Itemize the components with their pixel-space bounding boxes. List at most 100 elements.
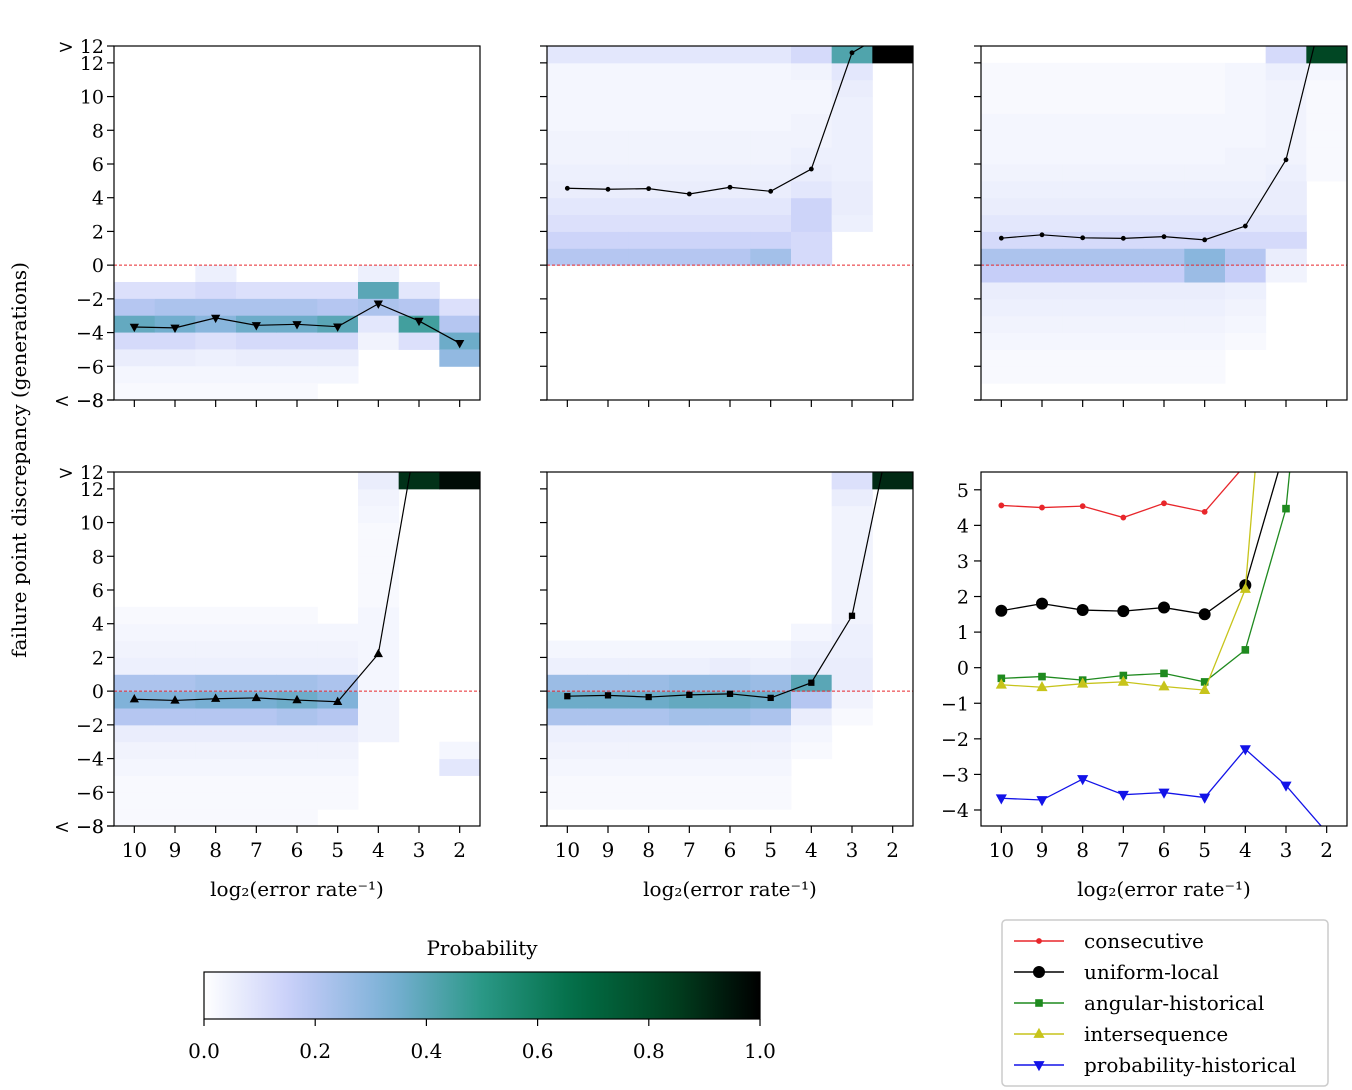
heatmap-cell: [587, 130, 629, 148]
colorbar-ticks: 0.0 0.2 0.4 0.6 0.8 1.0: [188, 1019, 776, 1063]
mean-marker: [129, 694, 139, 703]
heatmap-cell: [1143, 180, 1185, 199]
x-tick-label: 10: [122, 838, 147, 862]
heatmap-cell: [1225, 332, 1267, 350]
heatmap-cell: [439, 758, 481, 776]
y-tick-label: −6: [76, 782, 104, 804]
heatmap-cell: [709, 231, 751, 249]
heatmap-cell: [547, 741, 589, 760]
heatmap-cell: [1103, 349, 1145, 367]
x-tick-label: 5: [764, 838, 777, 862]
heatmap-cell: [872, 46, 914, 64]
heatmap-cell: [154, 282, 196, 300]
heatmap-cell: [1143, 282, 1185, 300]
heatmap-cell: [709, 775, 751, 793]
heatmap-cell: [154, 332, 196, 350]
mean-marker: [564, 185, 570, 191]
heatmap-cell: [195, 724, 237, 743]
x-tick-label: 8: [1076, 838, 1089, 862]
heatmap-cell: [358, 657, 400, 675]
heatmap-cell: [1021, 315, 1063, 334]
heatmap-cells: [114, 472, 481, 827]
heatmap-cell: [1143, 349, 1185, 367]
heatmap-cell: [750, 231, 792, 249]
heatmap-cell: [1184, 79, 1226, 98]
heatmap-cell: [628, 248, 670, 266]
heatmap-cell: [236, 298, 278, 317]
series-marker: [1077, 677, 1089, 688]
heatmap-cell: [1265, 248, 1307, 266]
mean-marker: [1080, 235, 1086, 241]
heatmap-cell: [750, 640, 792, 658]
heatmap-cell: [981, 265, 1023, 283]
heatmap-cell: [750, 130, 792, 148]
heatmap-cell: [981, 79, 1023, 98]
heatmap-cell: [831, 674, 873, 692]
heatmap-cell: [236, 640, 278, 658]
heatmap-cell: [750, 792, 792, 810]
heatmap-cell: [1062, 96, 1104, 114]
mean-marker: [292, 694, 302, 704]
heatmap-cell: [154, 657, 196, 675]
heatmap-cell: [114, 708, 156, 726]
heatmap-cell: [154, 623, 196, 642]
heatmap-cell: [317, 775, 359, 793]
y-tick-label: 12: [80, 53, 104, 75]
heatmap-cell: [114, 792, 156, 810]
mean-marker: [1039, 232, 1045, 238]
heatmap-cell: [195, 265, 237, 283]
heatmap-cell: [587, 248, 629, 266]
x-tick-label: 3: [413, 838, 426, 862]
heatmap-cell: [831, 79, 873, 98]
heatmap-cell: [317, 758, 359, 776]
heatmap-cell: [1265, 197, 1307, 216]
heatmap-cell: [358, 265, 400, 283]
heatmap-cell: [276, 640, 318, 658]
heatmap-cell: [1143, 130, 1185, 148]
heatmap-cell: [831, 640, 873, 658]
y-tick-label: 2: [92, 647, 104, 669]
mean-marker: [727, 184, 733, 190]
heatmap-cell: [1306, 164, 1348, 182]
legend-item-intersequence: intersequence: [1014, 1022, 1228, 1046]
heatmap-cell: [587, 708, 629, 726]
heatmap-cell: [981, 164, 1023, 182]
heatmap-cell: [1021, 62, 1063, 81]
panel-angular-historical: 10 9 8 7 6 5 4 3 2 log₂(error rate⁻¹): [540, 471, 914, 901]
x-tick-label: 4: [372, 838, 385, 862]
heatmap-cells: [547, 472, 914, 810]
heatmap-cell: [276, 775, 318, 793]
heatmap-cell: [1103, 298, 1145, 317]
heatmap-cell: [1184, 96, 1226, 114]
heatmap-cell: [1103, 147, 1145, 165]
heatmap-cell: [587, 96, 629, 114]
series-marker: [1036, 597, 1048, 610]
heatmap-cell: [628, 792, 670, 810]
x-axis-label: log₂(error rate⁻¹): [1077, 877, 1251, 901]
heatmap-cell: [276, 708, 318, 726]
heatmap-cell: [1184, 164, 1226, 182]
heatmap-cell: [547, 657, 589, 675]
series-marker: [998, 502, 1005, 509]
heatmap-cell: [669, 775, 711, 793]
mean-marker: [129, 323, 139, 333]
mean-marker: [604, 692, 612, 699]
series-uniform-local: [995, 472, 1279, 621]
heatmap-cell: [709, 708, 751, 726]
heatmap-cell: [1306, 79, 1348, 98]
heatmap-cell: [831, 573, 873, 591]
heatmap-cell: [791, 741, 833, 760]
heatmap-cell: [1062, 197, 1104, 216]
heatmap-cell: [154, 724, 196, 743]
heatmap-cell: [1265, 214, 1307, 232]
heatmap-cell: [358, 590, 400, 608]
heatmap-cell: [154, 708, 196, 726]
heatmap-cell: [831, 505, 873, 524]
heatmap-cell: [1103, 366, 1145, 384]
y-tick-label: −8: [76, 390, 104, 412]
heatmap-cell: [587, 197, 629, 216]
heatmap-cell: [587, 147, 629, 165]
heatmap-cell: [358, 556, 400, 574]
heatmap-cell: [195, 349, 237, 367]
